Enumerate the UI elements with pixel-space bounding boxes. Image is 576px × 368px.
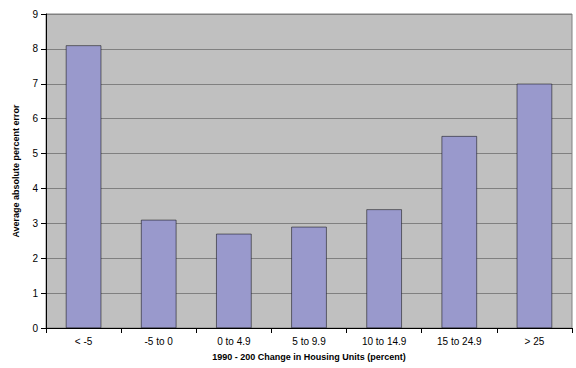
svg-text:15 to 24.9: 15 to 24.9 [437,336,482,347]
svg-text:4: 4 [32,183,38,194]
svg-text:8: 8 [32,43,38,54]
svg-text:10 to 14.9: 10 to 14.9 [362,336,407,347]
svg-text:5 to 9.9: 5 to 9.9 [292,336,326,347]
svg-text:9: 9 [32,9,38,20]
svg-text:1990 - 200 Change in Housing U: 1990 - 200 Change in Housing Units (perc… [212,352,406,362]
svg-text:5: 5 [32,148,38,159]
svg-text:0 to 4.9: 0 to 4.9 [217,336,251,347]
svg-text:Average absolute percent error: Average absolute percent error [11,104,21,238]
svg-text:-5 to 0: -5 to 0 [145,336,174,347]
svg-text:1: 1 [32,288,38,299]
svg-text:> 25: > 25 [525,336,545,347]
svg-text:7: 7 [32,78,38,89]
svg-text:2: 2 [32,253,38,264]
svg-text:6: 6 [32,113,38,124]
svg-text:3: 3 [32,218,38,229]
svg-text:< -5: < -5 [75,336,93,347]
svg-text:0: 0 [32,323,38,334]
